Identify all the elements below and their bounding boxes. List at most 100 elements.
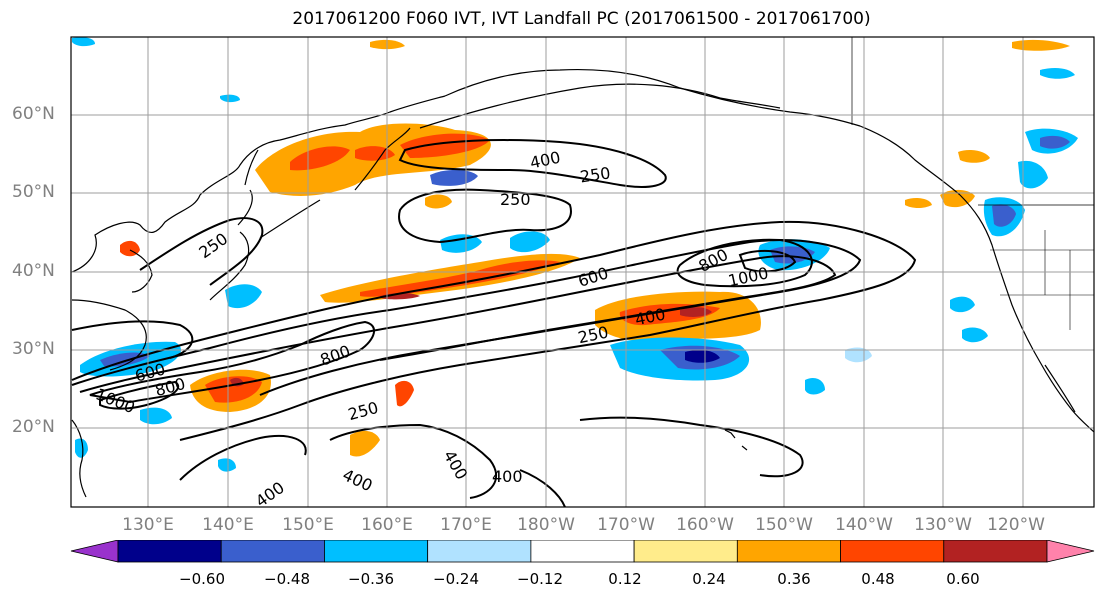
lon-label-130w: 130°W [914,515,972,535]
neg-bc-2 [1018,160,1048,189]
lon-label-170e: 170°E [440,515,492,535]
contour-250-north [398,139,667,188]
shade-bering-core [400,133,490,158]
shade-mid-e [905,197,932,209]
contour-400-south-east [579,416,804,478]
coastlines [71,37,1095,498]
shade-kamchatka-core [290,146,350,171]
shade-top-d [1012,39,1070,51]
neg-east-3 [962,327,988,343]
colorbar-segment [427,540,532,563]
japan-main [209,231,250,301]
neg-east-2 [950,296,975,313]
shade-subtropic-east-dark [680,307,712,317]
contour-400-tail [519,469,566,508]
contour-250-japan [139,217,264,286]
neg-top-1 [72,37,95,47]
philippines [71,419,87,498]
neg-east-1 [845,347,872,363]
colorbar-tick-label: 0.60 [946,570,980,588]
alaska-coast [444,68,961,196]
colorbar-extend-min [70,540,119,563]
sakhalin [244,149,259,186]
kuril [259,199,321,239]
colorbar-tick-label: −0.48 [264,570,310,588]
hawaii [724,429,748,451]
shade-south-a [395,380,414,407]
contour-label: 250 [579,163,612,186]
contour-800-gulf [676,238,813,288]
lon-label-150e: 150°E [282,515,334,535]
kamchatka [354,127,411,191]
asia-coast [71,95,446,273]
contour-800-west [89,320,375,404]
contour-1000-west [99,380,180,410]
shade-bc [958,150,990,163]
colorbar-segment [220,540,325,563]
colorbar-segment [633,540,738,563]
lon-label-150w: 150°W [755,515,813,535]
map-frame [70,36,1095,508]
colorbar-tick-label: 0.36 [777,570,811,588]
shade-south-b [350,430,380,457]
map-canvas: 400 250 250 250 600 800 1000 400 250 600… [70,36,1095,511]
korea [129,249,153,293]
neg-left [75,438,88,458]
lon-label-140e: 140°E [202,515,254,535]
lat-label-50n: 50°N [12,182,55,202]
contour-label: 400 [492,467,523,486]
lon-label-130e: 130°E [122,515,174,535]
lat-label-60n: 60°N [12,104,55,124]
china-coast [71,299,147,371]
lat-label-30n: 30°N [12,339,55,359]
shade-central-band-core [360,260,560,297]
contour-1000-gulf [738,250,797,273]
contour-250-west-ring [71,320,194,359]
colorbar-segment [530,540,635,563]
neg-pnw-core [992,204,1016,227]
neg-gulf-core [770,246,815,264]
neg-top-3 [1040,67,1075,79]
contour-400-south-west [179,434,307,481]
colorbar-segment [324,540,429,563]
lon-label-140w: 140°W [835,515,893,535]
colorbar-tick-label: −0.60 [179,570,225,588]
neg-south-2 [218,458,236,472]
neg-mid-2 [510,231,550,253]
neg-ak-1-core [1040,135,1070,149]
lon-label-170w: 170°W [597,515,655,535]
colorbar-tick-label: 0.24 [692,570,726,588]
neg-subtrop-dark [685,350,720,363]
contour-600-main [79,255,837,393]
colorbar-tick-label: 0.12 [608,570,642,588]
shade-pnw [940,189,975,208]
colorbar-segment [736,540,841,563]
neg-mid [440,234,482,253]
contour-400-south-mid [329,423,497,499]
colorbar-tick-label: −0.36 [348,570,394,588]
lon-label-120w: 120°W [987,515,1045,535]
shade-small-gulf [425,194,452,209]
lon-label-160w: 160°W [676,515,734,535]
alaska-peninsula [719,97,781,109]
na-coast [959,194,1095,433]
map-title: 2017061200 F060 IVT, IVT Landfall PC (20… [292,9,871,29]
grid-lines [71,37,1094,507]
contour-250-main [71,220,917,441]
contour-250-gulf-bay [398,188,572,244]
colorbar [70,540,1095,563]
neg-top-2 [220,94,240,103]
colorbar-tick-label: 0.48 [861,570,895,588]
lat-label-40n: 40°N [12,261,55,281]
colorbar-segments [70,540,1095,563]
neg-east-4 [805,378,825,395]
baja [1044,364,1076,413]
colorbar-tick-label: −0.12 [517,570,563,588]
contour-label: 250 [500,190,531,209]
colorbar-segment [943,540,1048,563]
lat-label-20n: 20°N [12,417,55,437]
us-states [990,230,1094,330]
lon-label-180w: 180°W [517,515,575,535]
lon-label-160e: 160°E [361,515,413,535]
neg-japan [225,284,262,309]
